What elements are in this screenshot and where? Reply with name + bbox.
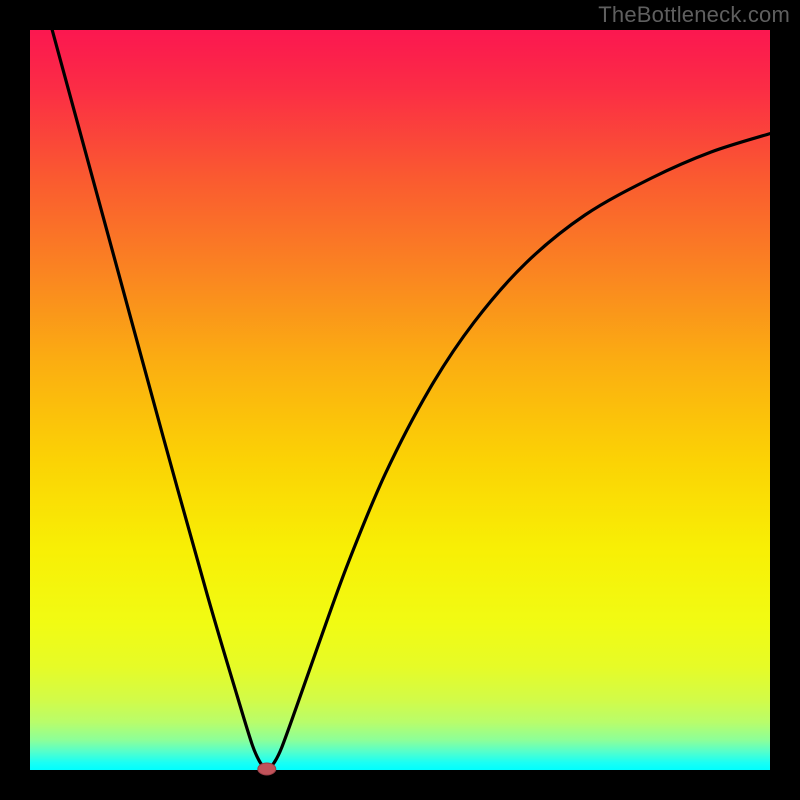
chart-frame: TheBottleneck.com — [0, 0, 800, 800]
plot-gradient-area — [30, 30, 770, 770]
watermark-text: TheBottleneck.com — [598, 2, 790, 28]
